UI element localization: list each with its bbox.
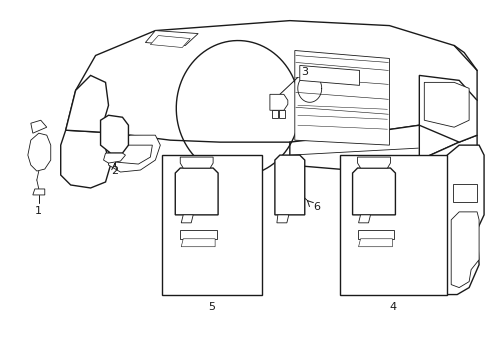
Polygon shape [101,115,128,153]
Polygon shape [349,142,458,180]
Polygon shape [358,239,392,247]
Polygon shape [103,153,125,163]
Polygon shape [33,189,45,195]
Polygon shape [175,168,218,215]
Polygon shape [28,133,51,171]
Polygon shape [65,21,476,142]
Bar [452,184,476,202]
Bar [339,155,447,294]
Polygon shape [274,155,304,215]
Text: 3: 3 [301,67,307,77]
Text: 4: 4 [389,302,396,311]
Polygon shape [419,135,476,208]
Polygon shape [352,168,395,215]
Text: 1: 1 [35,206,42,216]
Polygon shape [450,212,478,288]
Polygon shape [289,125,419,170]
Polygon shape [150,36,190,48]
Polygon shape [180,230,217,239]
Polygon shape [278,110,285,118]
Polygon shape [181,215,193,223]
Polygon shape [145,31,198,45]
Polygon shape [276,215,288,223]
Polygon shape [299,66,359,85]
Polygon shape [108,135,160,172]
Polygon shape [424,82,468,127]
Polygon shape [61,130,110,188]
Text: 2: 2 [111,166,118,176]
Polygon shape [65,75,108,132]
Polygon shape [357,157,389,168]
Polygon shape [269,94,287,110]
Polygon shape [115,145,152,164]
Polygon shape [447,145,483,294]
Polygon shape [358,215,370,223]
Polygon shape [180,157,213,168]
Polygon shape [357,230,394,239]
Bar [162,155,262,294]
Polygon shape [31,120,47,133]
Polygon shape [424,150,468,202]
Polygon shape [181,239,215,247]
Polygon shape [294,50,388,145]
Text: 5: 5 [208,302,215,311]
Text: 6: 6 [313,202,320,212]
Polygon shape [419,75,476,142]
Polygon shape [271,110,277,118]
